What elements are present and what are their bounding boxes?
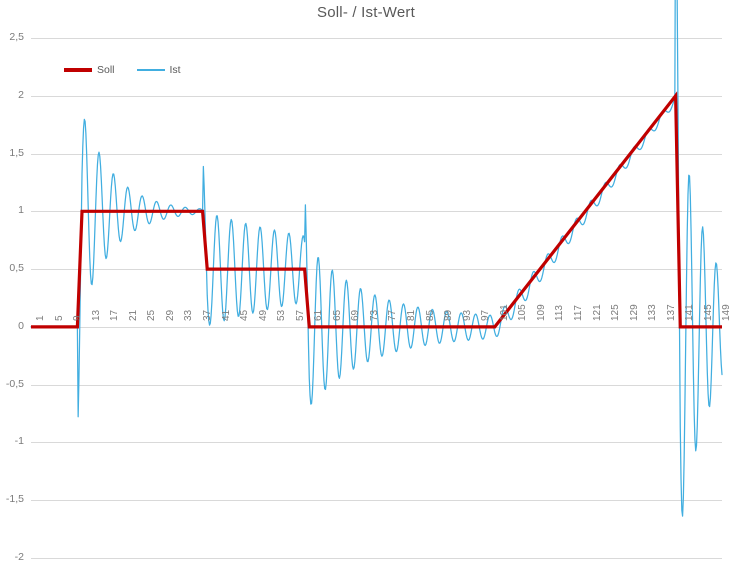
- x-axis-tick-label: 21: [127, 309, 139, 321]
- x-axis-tick-label: 69: [350, 309, 362, 321]
- chart-title: Soll- / Ist-Wert: [317, 4, 415, 21]
- x-axis-tick-label: 25: [146, 309, 158, 321]
- x-axis-tick-label: 117: [572, 305, 584, 321]
- x-axis-tick-label: 129: [628, 304, 640, 321]
- x-axis-tick-label: 1: [35, 315, 46, 321]
- x-axis-tick-label: 141: [684, 304, 696, 321]
- chart-legend: Soll Ist: [64, 64, 181, 76]
- x-axis-tick-label: 81: [406, 309, 417, 321]
- x-axis-tick-label: 33: [183, 309, 195, 321]
- x-axis-tick-label: 53: [276, 309, 288, 321]
- x-axis-tick-label: 149: [721, 304, 732, 321]
- y-axis-tick-label: 0,5: [9, 262, 24, 275]
- x-axis-tick-label: 49: [257, 309, 269, 321]
- y-axis-tick-label: 1: [18, 204, 24, 217]
- x-axis-tick-label: 41: [220, 309, 232, 321]
- y-axis-tick-label: -0,5: [5, 377, 24, 390]
- x-axis-tick-label: 113: [554, 305, 566, 321]
- x-axis-tick-label: 5: [53, 315, 65, 321]
- x-axis-tick-label: 145: [702, 304, 714, 321]
- x-axis-tick-label: 65: [331, 309, 343, 321]
- series-line-ist: [30, 0, 723, 517]
- x-axis-tick-label: 45: [239, 309, 251, 321]
- x-axis-tick-label: 97: [480, 309, 492, 321]
- y-axis-tick-label: 2: [18, 88, 24, 101]
- x-axis-tick-label: 29: [164, 309, 176, 321]
- x-axis-tick-label: 85: [424, 309, 436, 321]
- x-axis-tick-label: 105: [517, 304, 529, 321]
- x-axis-tick-label: 109: [535, 304, 547, 321]
- x-axis-tick-label: 93: [461, 309, 473, 321]
- y-axis-tick-label: -2: [14, 551, 24, 563]
- legend-item-ist[interactable]: Ist: [136, 64, 181, 76]
- legend-label-ist: Ist: [169, 64, 181, 76]
- x-axis-tick-label: 73: [368, 309, 380, 321]
- x-axis-tick-label: 9: [72, 315, 84, 321]
- series-line-soll: [31, 91, 722, 329]
- series-lines: [30, 0, 723, 517]
- y-axis-tick-label: 1,5: [9, 146, 24, 159]
- x-axis-tick-label: 125: [610, 304, 622, 321]
- legend-swatch-soll-icon: [64, 68, 92, 72]
- x-axis-tick-label: 121: [591, 304, 603, 321]
- y-axis-tick-label: 2,5: [9, 31, 24, 43]
- x-axis-tick-label: 61: [313, 309, 325, 321]
- x-axis-tick-label: 13: [90, 309, 102, 321]
- x-axis-tick-label: 37: [201, 309, 213, 321]
- x-axis-tick-label: 133: [647, 304, 659, 321]
- x-axis-tick-label: 77: [387, 309, 399, 321]
- x-axis-tick-label: 57: [294, 309, 306, 321]
- y-axis-tick-label: 0: [18, 319, 24, 332]
- y-axis-tick-label: -1: [14, 435, 24, 448]
- legend-item-soll[interactable]: Soll: [64, 64, 115, 76]
- x-axis-tick-label: 101: [498, 304, 510, 321]
- legend-swatch-ist-icon: [136, 69, 165, 71]
- legend-label-soll: Soll: [97, 64, 115, 76]
- y-axis-tick-label: -1,5: [5, 493, 24, 506]
- x-axis-tick-label: 89: [443, 309, 455, 321]
- x-axis-tick-label: 17: [109, 309, 121, 321]
- x-axis-tick-label: 137: [665, 304, 677, 321]
